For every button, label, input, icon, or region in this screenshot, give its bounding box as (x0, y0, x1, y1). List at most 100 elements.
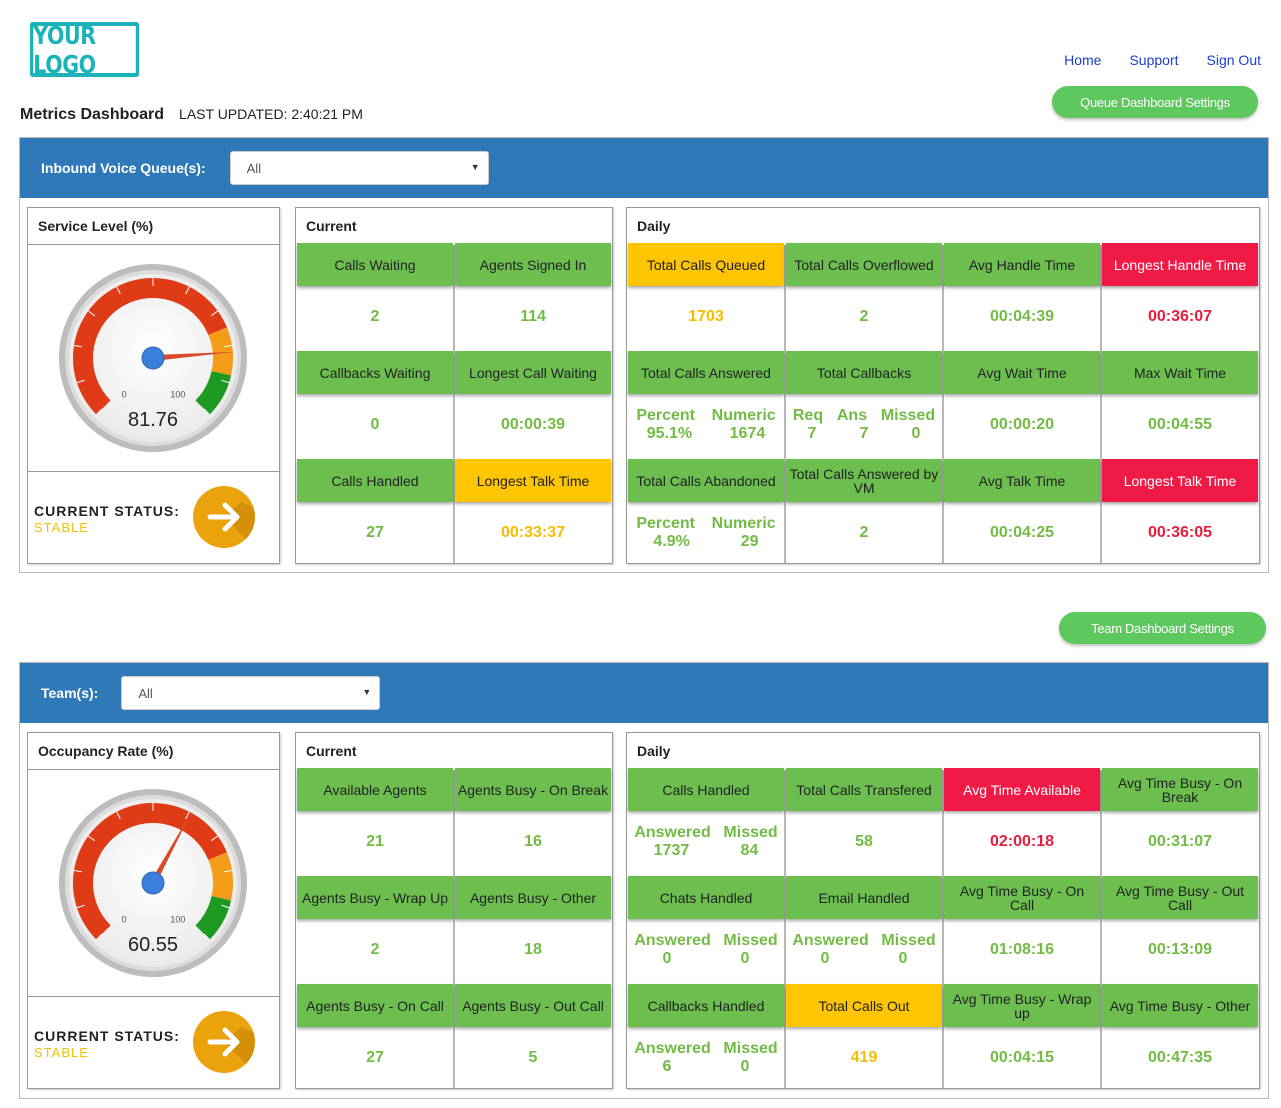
gauge-min-label: 0 (122, 914, 127, 924)
metric-label: Total Callbacks (786, 351, 942, 394)
metric-value: 00:31:07 (1147, 833, 1213, 850)
sub-value: 0 (662, 950, 672, 967)
sub-label: Numeric (711, 515, 776, 532)
sub-value: 95.1% (646, 425, 693, 442)
metric-label: Callbacks Handled (628, 984, 784, 1027)
metric-value: 01:08:16 (989, 941, 1055, 958)
metric-label: Avg Wait Time (944, 351, 1100, 394)
sub-value: 1737 (653, 842, 690, 859)
metric-value: 21 (366, 833, 384, 850)
gauge-tick (96, 408, 103, 415)
metric-tile: Avg Time Available 02:00:18 (944, 768, 1100, 873)
metric-value: 00:04:55 (1147, 416, 1213, 433)
metric-value: 00:13:09 (1147, 941, 1213, 958)
gauge-tick (87, 835, 96, 842)
sub-label: Missed (723, 1040, 778, 1057)
gauge-tick (210, 310, 219, 317)
queue-status: CURRENT STATUS: STABLE (28, 472, 279, 564)
metric-tile: Avg Time Busy - Other 00:47:35 (1102, 984, 1258, 1089)
metric-tile: Longest Talk Time 00:36:05 (1102, 459, 1258, 564)
gauge-tick (185, 286, 190, 295)
metric-value: Req Ans Missed 7 7 0 (786, 394, 942, 456)
status-label: CURRENT STATUS: (34, 1028, 180, 1044)
nav-signout-link[interactable]: Sign Out (1206, 52, 1261, 68)
metric-tile: Chats Handled Answered Missed 0 0 (628, 876, 784, 981)
gauge-tick (76, 379, 85, 384)
queue-select[interactable]: All ▼ (229, 151, 489, 185)
metric-tile: Avg Time Busy - Out Call 00:13:09 (1102, 876, 1258, 981)
metric-value: 00:04:39 (989, 308, 1055, 325)
metric-value: 00:04:15 (989, 1049, 1055, 1066)
metric-label: Chats Handled (628, 876, 784, 919)
metric-tile: Calls Handled Answered Missed 1737 84 (628, 768, 784, 873)
team-dashboard-settings-button[interactable]: Team Dashboard Settings (1059, 612, 1266, 644)
metric-label: Longest Call Waiting (455, 351, 611, 394)
metric-tile: Agents Busy - Other 18 (455, 876, 611, 981)
metric-label: Email Handled (786, 876, 942, 919)
metric-label: Agents Busy - On Break (455, 768, 611, 811)
nav-support-link[interactable]: Support (1129, 52, 1179, 68)
sub-value: 0 (820, 950, 830, 967)
queue-dashboard-settings-button[interactable]: Queue Dashboard Settings (1052, 86, 1258, 118)
sub-value: 7 (807, 425, 817, 442)
metric-value: 419 (850, 1049, 878, 1066)
metric-tile: Total Callbacks Req Ans Missed 7 7 0 (786, 351, 942, 456)
metric-value: 00:47:35 (1147, 1049, 1213, 1066)
sub-label: Missed (723, 932, 778, 949)
gauge-needle (145, 351, 235, 361)
sub-label: Percent (636, 515, 696, 532)
queue-daily-panel: Daily Total Calls Queued 1703 Total Calls… (626, 207, 1260, 564)
team-daily-title: Daily (637, 743, 671, 759)
metric-value: 02:00:18 (989, 833, 1055, 850)
metric-label: Total Calls Answered (628, 351, 784, 394)
team-select[interactable]: All ▼ (121, 676, 381, 710)
metric-label: Avg Time Busy - Out Call (1102, 876, 1258, 919)
metric-label: Avg Time Busy - On Break (1102, 768, 1258, 811)
service-level-title: Service Level (%) (28, 208, 279, 245)
nav-home-link[interactable]: Home (1064, 52, 1102, 68)
metric-label: Avg Time Busy - Wrap up (944, 984, 1100, 1027)
metric-label: Max Wait Time (1102, 351, 1258, 394)
gauge-band (195, 371, 232, 415)
service-level-gauge: 0 100 81.76 (28, 246, 279, 472)
gauge-tick (224, 344, 233, 348)
gauge-tick (203, 933, 210, 940)
metric-tile: Agents Busy - Wrap Up 2 (297, 876, 453, 981)
column-divider (784, 770, 786, 1088)
metric-label: Calls Handled (297, 459, 453, 502)
metric-label: Longest Talk Time (455, 459, 611, 502)
metric-value: 2 (370, 941, 380, 958)
company-logo[interactable]: YOUR LOGO (30, 21, 140, 79)
metric-value: Answered Missed 6 0 (628, 1027, 784, 1089)
metric-tile: Total Calls Abandoned Percent Numeric 4.9… (628, 459, 784, 564)
metric-value: 1703 (688, 308, 724, 325)
gauge-band (73, 278, 227, 415)
metric-value: 27 (366, 524, 384, 541)
metric-value: Answered Missed 0 0 (786, 919, 942, 981)
metric-label: Longest Talk Time (1102, 459, 1258, 502)
sub-label: Answered (634, 1040, 711, 1057)
metric-label: Available Agents (297, 768, 453, 811)
sub-label: Percent (636, 407, 696, 424)
metric-value: Percent Numeric 4.9% 29 (628, 502, 784, 564)
metric-tile: Total Calls Answered by VM 2 (786, 459, 942, 564)
metric-tile: Avg Wait Time 00:00:20 (944, 351, 1100, 456)
gauge-tick (73, 344, 82, 348)
metric-tile: Email Handled Answered Missed 0 0 (786, 876, 942, 981)
metric-tile: Callbacks Waiting 0 (297, 351, 453, 456)
column-divider (784, 245, 786, 563)
metric-label: Avg Time Available (944, 768, 1100, 811)
column-divider (453, 245, 455, 563)
sub-label: Missed (723, 824, 778, 841)
metric-tile: Total Calls Overflowed 2 (786, 243, 942, 348)
sub-label: Answered (634, 932, 711, 949)
metric-tile: Longest Handle Time 00:36:07 (1102, 243, 1258, 348)
sub-value: 4.9% (653, 533, 690, 550)
queue-select-value: All (246, 160, 262, 176)
chevron-down-icon: ▼ (362, 687, 372, 697)
team-current-panel: Current Available Agents 21 Agents Busy -… (295, 732, 613, 1089)
queue-current-panel: Current Calls Waiting 2 Agents Signed In 1… (295, 207, 613, 564)
gauge-hub (141, 871, 165, 895)
gauge-tick (210, 835, 219, 842)
gauge-tick (221, 379, 230, 384)
